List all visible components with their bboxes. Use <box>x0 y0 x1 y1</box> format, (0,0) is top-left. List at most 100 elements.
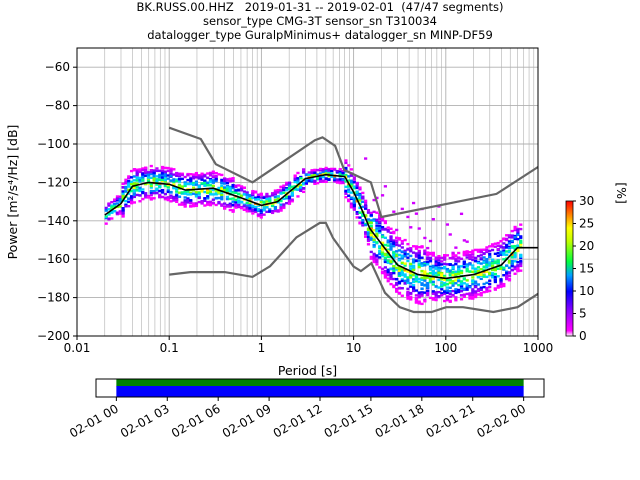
heatmap-cell <box>259 199 263 202</box>
heatmap-cell <box>338 181 342 185</box>
heatmap-cell <box>448 295 452 298</box>
heatmap-cell <box>459 298 464 301</box>
heatmap-cell <box>493 272 497 276</box>
heatmap-cell <box>479 277 483 281</box>
heatmap-cell <box>248 202 252 205</box>
heatmap-cell <box>431 290 435 293</box>
heatmap-cell <box>347 194 351 197</box>
heatmap-cell <box>285 188 289 191</box>
heatmap-cell <box>282 184 286 187</box>
heatmap-cell <box>414 297 419 300</box>
heatmap-cell <box>211 184 215 188</box>
heatmap-cell <box>237 192 241 195</box>
heatmap-cell <box>392 254 396 257</box>
heatmap-cell <box>389 227 393 231</box>
heatmap-cell <box>296 179 300 183</box>
heatmap-cell <box>189 182 193 186</box>
heatmap-cell <box>459 294 464 297</box>
heatmap-cell <box>327 178 331 181</box>
heatmap-cell <box>476 276 481 279</box>
heatmap-cell <box>428 252 433 256</box>
heatmap-cell <box>395 281 399 285</box>
heatmap-cell <box>479 250 483 253</box>
heatmap-cell <box>428 239 433 243</box>
heatmap-cell <box>426 251 430 254</box>
heatmap-cell <box>333 177 337 180</box>
heatmap-cell <box>115 195 120 198</box>
heatmap-cell <box>349 182 354 186</box>
heatmap-cell <box>493 260 497 263</box>
heatmap-cell <box>459 271 464 275</box>
heatmap-cell <box>383 260 387 264</box>
heatmap-cell <box>172 197 176 200</box>
heatmap-cell <box>479 273 483 277</box>
heatmap-cell <box>361 214 365 217</box>
heatmap-cell <box>471 249 475 252</box>
heatmap-cell <box>505 234 509 237</box>
heatmap-cell <box>510 236 514 239</box>
heatmap-cell <box>192 204 196 208</box>
heatmap-cell <box>163 173 168 176</box>
heatmap-cell <box>468 292 472 295</box>
heatmap-cell <box>124 205 128 208</box>
heatmap-cell <box>121 190 125 193</box>
heatmap-cell <box>183 184 187 188</box>
heatmap-cell <box>474 280 478 283</box>
heatmap-cell <box>175 174 179 177</box>
heatmap-cell <box>290 193 294 196</box>
heatmap-cell <box>476 269 481 273</box>
heatmap-cell <box>516 228 520 232</box>
heatmap-cell <box>428 258 433 261</box>
heatmap-cell <box>158 189 162 193</box>
heatmap-cell <box>496 244 500 247</box>
heatmap-cell <box>414 301 419 304</box>
heatmap-cell <box>428 268 433 271</box>
heatmap-cell <box>471 288 475 291</box>
heatmap-cell <box>290 200 294 203</box>
heatmap-cell <box>352 203 356 206</box>
heatmap-cell <box>519 243 523 246</box>
heatmap-cell <box>451 251 455 255</box>
heatmap-cell <box>375 263 379 266</box>
heatmap-cell <box>459 265 464 268</box>
heatmap-cell <box>259 193 263 196</box>
heatmap-cell <box>400 273 404 277</box>
heatmap-cell <box>428 259 433 263</box>
heatmap-cell <box>482 282 486 286</box>
heatmap-cell <box>211 181 215 184</box>
heatmap-cell <box>409 276 413 279</box>
heatmap-cell <box>180 185 184 188</box>
heatmap-cell <box>409 285 413 288</box>
heatmap-cell <box>510 229 514 233</box>
heatmap-cell <box>406 248 410 251</box>
heatmap-cell <box>426 276 430 279</box>
heatmap-cell <box>414 278 419 281</box>
heatmap-cell <box>476 289 481 293</box>
heatmap-cell <box>519 235 523 238</box>
heatmap-cell <box>155 178 159 181</box>
heatmap-cell <box>358 211 362 214</box>
heatmap-cell <box>189 178 193 181</box>
heatmap-cell <box>519 262 523 265</box>
heatmap-cell <box>276 191 280 194</box>
heatmap-cell <box>115 211 120 215</box>
heatmap-cell <box>426 246 430 250</box>
heatmap-cell <box>155 167 159 170</box>
heatmap-cell <box>186 190 190 193</box>
heatmap-cell <box>239 200 244 204</box>
heatmap-cell <box>434 264 438 267</box>
heatmap-cell <box>411 267 416 270</box>
heatmap-cell <box>352 185 356 188</box>
heatmap-cell <box>378 252 382 256</box>
heatmap-cell <box>107 204 111 207</box>
heatmap-cell <box>194 195 199 198</box>
heatmap-cell <box>488 249 492 253</box>
heatmap-cell <box>225 205 230 208</box>
heatmap-cell <box>149 182 153 186</box>
heatmap-cell <box>457 276 461 279</box>
y-axis-label: Power [m²/s⁴/Hz] [dB] <box>5 125 20 260</box>
heatmap-cell <box>443 274 447 278</box>
heatmap-cell <box>431 277 435 280</box>
colorbar-tick-label: 5 <box>579 307 587 321</box>
heatmap-cell <box>383 276 387 279</box>
